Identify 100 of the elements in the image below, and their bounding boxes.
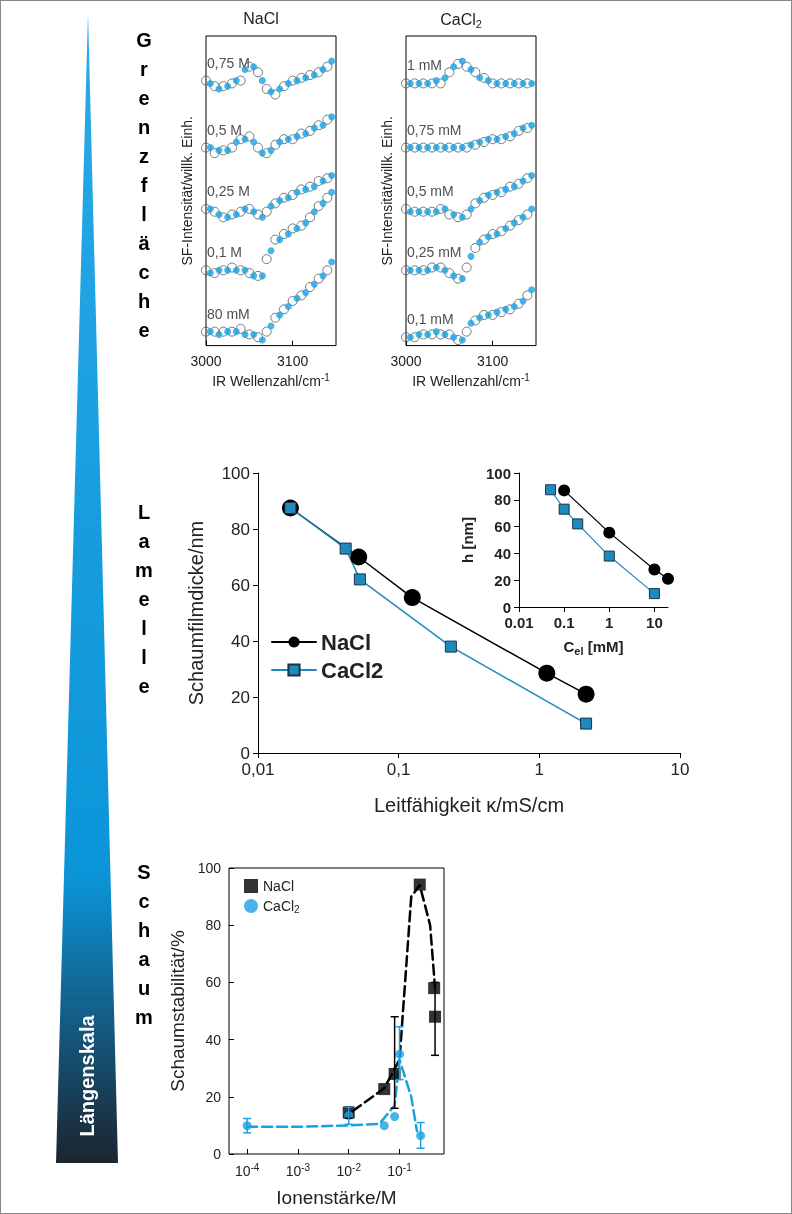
x-axis-title: Ionenstärke/M <box>276 1187 397 1208</box>
y-tick-label: 40 <box>231 631 250 651</box>
point <box>432 328 440 336</box>
point <box>319 199 327 207</box>
point <box>424 208 432 216</box>
y-axis-title: h [nm] <box>459 517 477 563</box>
point <box>305 282 315 293</box>
point <box>235 265 246 276</box>
text: Grenzfläche <box>132 29 155 348</box>
point <box>276 85 284 93</box>
point <box>261 84 272 94</box>
y-tick-label: 60 <box>205 974 222 991</box>
point <box>270 89 281 100</box>
y-tick-label: 0 <box>213 1146 222 1162</box>
point <box>432 264 440 271</box>
point <box>441 330 449 338</box>
point <box>513 125 524 136</box>
point <box>250 208 258 216</box>
point <box>232 266 240 274</box>
point <box>322 61 333 72</box>
series-label: 0,75 mM <box>407 121 462 138</box>
point <box>401 265 411 276</box>
point <box>206 79 214 87</box>
point <box>453 212 463 223</box>
point <box>409 78 420 89</box>
point <box>409 206 420 217</box>
point <box>450 211 458 219</box>
point <box>418 206 429 217</box>
point <box>322 173 333 184</box>
point <box>267 247 275 255</box>
text: Längenskala <box>75 1015 99 1137</box>
point <box>284 79 292 87</box>
point <box>276 236 284 244</box>
point <box>284 230 292 238</box>
point <box>418 265 429 276</box>
point <box>510 219 518 227</box>
point <box>201 75 211 86</box>
point <box>322 114 333 125</box>
point <box>467 141 475 149</box>
point <box>522 173 533 184</box>
point <box>296 72 307 83</box>
point <box>261 326 272 337</box>
point <box>293 132 301 140</box>
point <box>319 121 327 129</box>
point <box>513 215 524 226</box>
x-tick-label: 0.01 <box>504 614 534 631</box>
series-label: 0,75 M <box>207 54 250 71</box>
point <box>261 254 272 265</box>
point <box>493 188 501 196</box>
point <box>218 81 229 92</box>
point <box>458 275 466 283</box>
point <box>267 88 275 96</box>
text: Schaum <box>132 861 155 1035</box>
point <box>279 192 289 203</box>
point <box>415 208 423 216</box>
x-tick-label: 1 <box>605 614 614 631</box>
point <box>479 309 489 320</box>
point <box>305 181 315 192</box>
point <box>258 213 266 221</box>
point <box>401 332 411 343</box>
point <box>328 57 336 65</box>
point <box>510 79 518 87</box>
point <box>201 203 211 214</box>
point <box>450 333 458 341</box>
point <box>296 128 307 139</box>
point <box>224 146 232 154</box>
point <box>328 258 336 266</box>
point <box>513 178 524 189</box>
point <box>319 65 327 73</box>
y-tick-label: 100 <box>221 463 250 483</box>
point <box>284 135 292 143</box>
point <box>470 198 481 209</box>
point <box>328 188 336 196</box>
point <box>522 78 533 89</box>
point <box>441 266 449 274</box>
point <box>424 266 432 274</box>
point <box>479 192 489 203</box>
point <box>453 273 463 284</box>
point <box>258 272 266 280</box>
point <box>305 125 315 136</box>
y-tick-label: 20 <box>231 687 250 707</box>
point <box>250 63 258 71</box>
point <box>209 206 220 217</box>
point <box>258 149 266 157</box>
point <box>287 189 298 200</box>
point <box>479 136 489 147</box>
point <box>244 203 255 214</box>
point <box>305 212 315 223</box>
point <box>484 135 492 143</box>
point <box>258 336 266 344</box>
point <box>232 77 240 85</box>
point <box>493 79 501 87</box>
point <box>253 67 263 78</box>
point <box>406 333 414 341</box>
y-axis-title: SF-Intensität/willk. Einh. <box>179 116 195 266</box>
legend-label: CaCl2 <box>321 657 384 683</box>
legend-label: NaCl <box>263 878 295 894</box>
point <box>270 234 281 245</box>
point <box>206 269 214 277</box>
point <box>528 205 536 213</box>
